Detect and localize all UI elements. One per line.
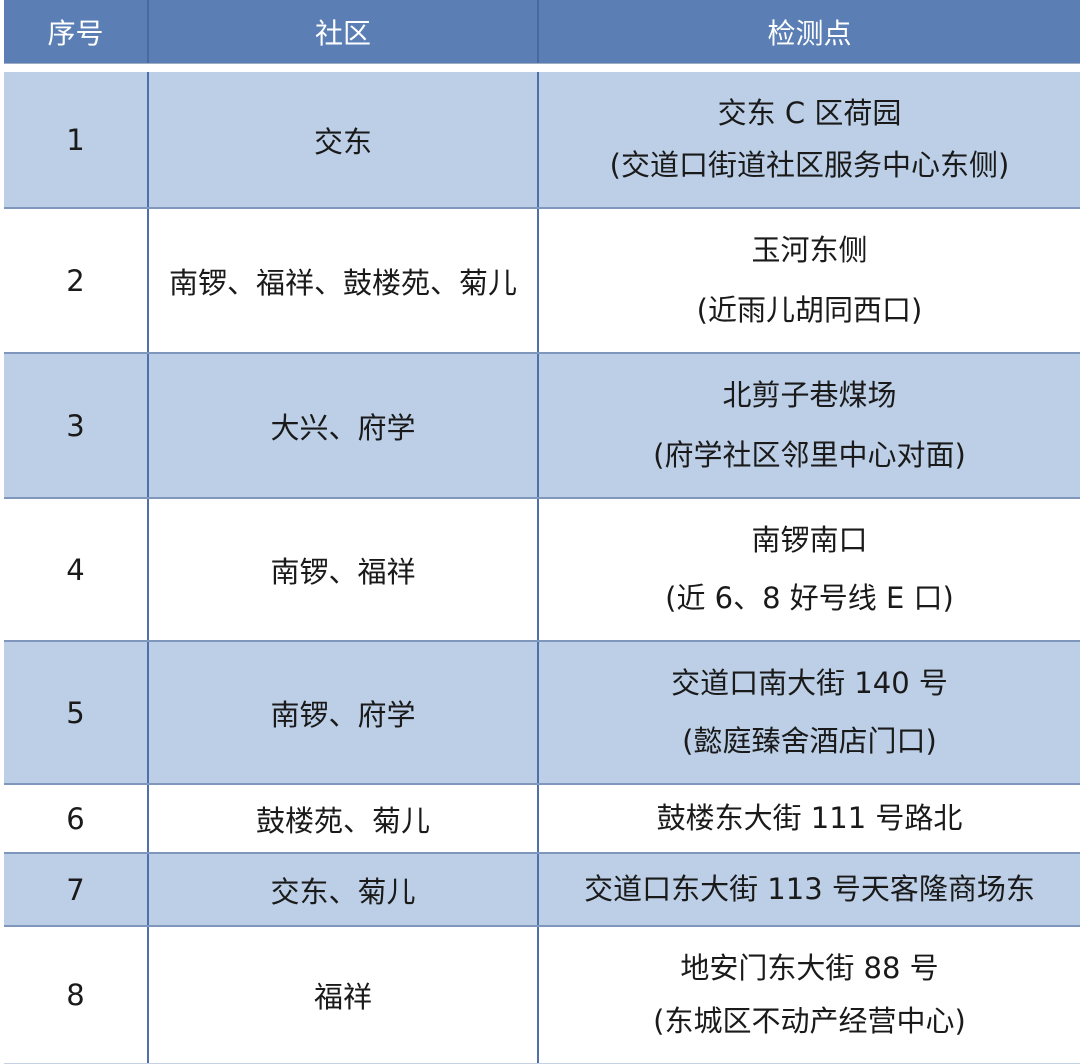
row-number-cell: 5 — [66, 695, 85, 730]
row-number-cell: 6 — [66, 801, 85, 836]
testing-point-line: 南锣南口 — [751, 523, 868, 557]
table-row: 5 南锣、府学 交道口南大街 140 号 (懿庭臻舍酒店门口) — [4, 640, 1080, 783]
testing-point-cell: 交道口南大街 140 号 (懿庭臻舍酒店门口) — [537, 642, 1080, 783]
table-row: 7 交东、菊儿 交道口东大街 113 号天客隆商场东 — [4, 852, 1080, 925]
table-row: 8 福祥 地安门东大街 88 号 (东城区不动产经营中心) — [4, 925, 1080, 1063]
row-number-cell: 4 — [66, 552, 85, 587]
table-row: 6 鼓楼苑、菊儿 鼓楼东大街 111 号路北 — [4, 783, 1080, 852]
testing-point-cell: 南锣南口 (近 6、8 好号线 E 口) — [537, 499, 1080, 640]
table-row: 3 大兴、府学 北剪子巷煤场 (府学社区邻里中心对面) — [4, 352, 1080, 497]
testing-point-line: (东城区不动产经营中心) — [653, 1004, 966, 1039]
community-cell: 大兴、府学 — [147, 354, 537, 497]
table-row: 2 南锣、福祥、鼓楼苑、菊儿 玉河东侧 (近雨儿胡同西口) — [4, 207, 1080, 352]
testing-point-line: 交道口南大街 140 号 — [671, 666, 948, 700]
table-header-row: 序号 社区 检测点 — [4, 0, 1080, 64]
row-number-cell: 2 — [66, 263, 85, 298]
community-cell: 交东、菊儿 — [147, 854, 537, 925]
community-cell: 南锣、福祥 — [147, 499, 537, 640]
row-number-cell: 1 — [66, 122, 85, 157]
testing-point-line: (府学社区邻里中心对面) — [653, 438, 966, 473]
table-row: 4 南锣、福祥 南锣南口 (近 6、8 好号线 E 口) — [4, 497, 1080, 640]
testing-point-line: (近 6、8 好号线 E 口) — [665, 581, 954, 616]
testing-point-cell: 交道口东大街 113 号天客隆商场东 — [537, 854, 1080, 925]
testing-point-line: 北剪子巷煤场 — [722, 378, 897, 412]
table-row: 1 交东 交东 C 区荷园 (交道口街道社区服务中心东侧) — [4, 72, 1080, 207]
testing-point-line: 地安门东大街 88 号 — [680, 951, 939, 985]
community-cell: 福祥 — [147, 927, 537, 1063]
table-body: 1 交东 交东 C 区荷园 (交道口街道社区服务中心东侧) 2 南锣、福祥、鼓楼苑、菊儿玉… — [4, 72, 1080, 1063]
testing-point-line: (交道口街道社区服务中心东侧) — [609, 148, 1010, 183]
testing-point-line: 玉河东侧 — [751, 233, 868, 267]
header-col-testing-point: 检测点 — [537, 0, 1080, 63]
testing-point-line: (懿庭臻舍酒店门口) — [682, 724, 937, 759]
testing-point-cell: 玉河东侧 (近雨儿胡同西口) — [537, 209, 1080, 352]
community-cell: 南锣、府学 — [147, 642, 537, 783]
testing-point-line: 鼓楼东大街 111 号路北 — [656, 801, 963, 836]
testing-point-line: 交道口东大街 113 号天客隆商场东 — [584, 872, 1035, 907]
testing-point-line: 交东 C 区荷园 — [717, 96, 902, 130]
community-cell: 鼓楼苑、菊儿 — [147, 785, 537, 852]
row-number-cell: 7 — [66, 872, 85, 907]
row-number-cell: 3 — [66, 408, 85, 443]
community-cell: 交东 — [147, 72, 537, 207]
testing-point-line: (近雨儿胡同西口) — [696, 293, 923, 328]
header-col-number: 序号 — [47, 16, 104, 50]
testing-point-cell: 鼓楼东大街 111 号路北 — [537, 785, 1080, 852]
row-number-cell: 8 — [66, 978, 85, 1012]
testing-points-table: 序号 社区 检测点 1 交东 交东 C 区荷园 (交道口街道社区服务中心东侧) 2 南锣、… — [4, 0, 1080, 1064]
header-col-community: 社区 — [147, 0, 537, 63]
testing-point-cell: 地安门东大街 88 号 (东城区不动产经营中心) — [537, 927, 1080, 1063]
testing-point-cell: 交东 C 区荷园 (交道口街道社区服务中心东侧) — [537, 72, 1080, 207]
testing-point-cell: 北剪子巷煤场 (府学社区邻里中心对面) — [537, 354, 1080, 497]
community-cell: 南锣、福祥、鼓楼苑、菊儿 — [147, 209, 537, 352]
header-gap — [4, 64, 1080, 72]
